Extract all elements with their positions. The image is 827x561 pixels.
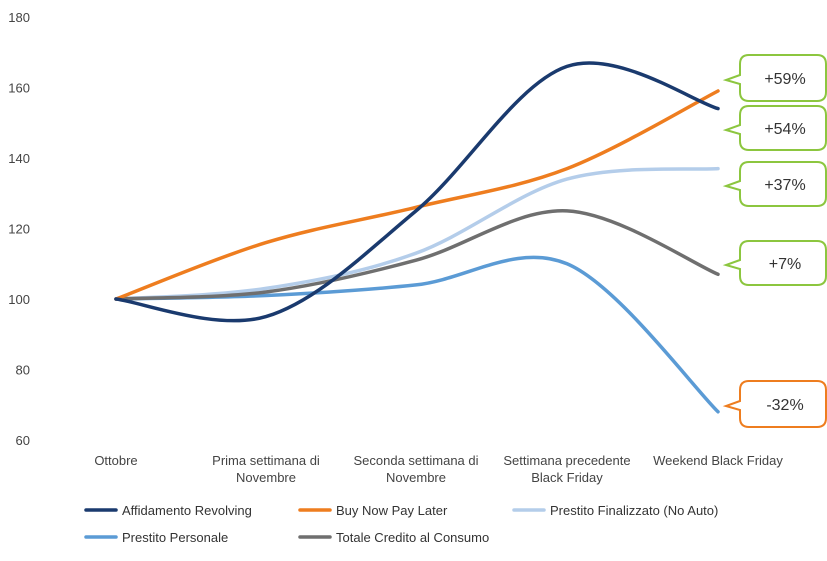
series-line-0: [114, 61, 720, 323]
callout-box: [722, 54, 827, 102]
legend: Affidamento Revolving Buy Now Pay Later Pr…: [84, 503, 718, 545]
callout-label: +59%: [764, 71, 805, 88]
x-tick-label: Settimana precedente Black Friday: [503, 453, 630, 485]
callout-box: [722, 161, 827, 207]
series-line-4: [114, 209, 720, 301]
callout-label: +54%: [764, 121, 805, 138]
callouts: +59% +54% +37% +7% -32%: [722, 54, 827, 428]
legend-label: Totale Credito al Consumo: [336, 530, 489, 545]
series-line-2: [114, 166, 720, 301]
callout-label: +7%: [769, 256, 801, 273]
y-tick-label: 160: [8, 81, 30, 96]
callout-label: +37%: [764, 177, 805, 194]
legend-label: Prestito Finalizzato (No Auto): [550, 503, 718, 518]
series-line-1: [114, 89, 720, 301]
x-tick-label: Ottobre: [94, 453, 137, 468]
y-tick-label: 120: [8, 222, 30, 237]
y-tick-label: 180: [8, 10, 30, 25]
x-tick-label: Prima settimana di Novembre: [212, 453, 320, 485]
y-tick-label: 80: [16, 363, 30, 378]
x-axis: Ottobre Prima settimana di Novembre Seconda…: [94, 453, 783, 485]
legend-label: Affidamento Revolving: [122, 503, 252, 518]
series-line-3: [114, 255, 720, 414]
y-tick-label: 140: [8, 151, 30, 166]
y-tick-label: 60: [16, 433, 30, 448]
callout-label: -32%: [766, 397, 803, 414]
legend-label: Buy Now Pay Later: [336, 503, 448, 518]
x-tick-label: Weekend Black Friday: [653, 453, 783, 468]
legend-label: Prestito Personale: [122, 530, 228, 545]
callout-box: [722, 380, 827, 428]
callout-box: [722, 105, 827, 151]
callout-box: [722, 240, 827, 286]
y-tick-label: 100: [8, 292, 30, 307]
x-tick-label: Seconda settimana di Novembre: [353, 453, 478, 485]
series-lines: [114, 61, 720, 414]
y-axis: 60 80 100 120 140 160 180: [8, 10, 30, 448]
